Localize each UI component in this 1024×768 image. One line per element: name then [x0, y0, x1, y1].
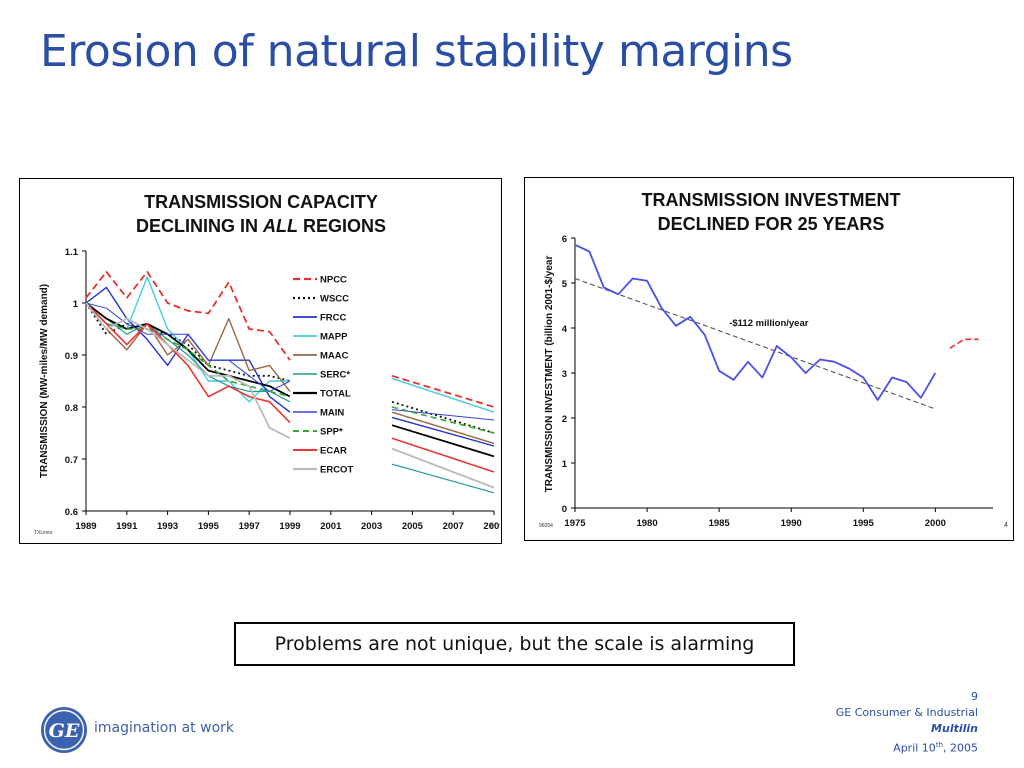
x-tick-label: 2001	[320, 521, 342, 532]
legend-label: ECAR	[320, 446, 347, 457]
x-tick-label: 1985	[709, 518, 731, 529]
y-tick-label: 5	[562, 279, 568, 290]
x-tick-label: 1995	[198, 521, 220, 532]
x-tick-label: 1980	[636, 518, 657, 529]
y-axis-label: TRANSMISSION INVESTMENT (billion 2001-$/…	[544, 256, 555, 493]
x-tick-label: 1990	[781, 518, 802, 529]
footer-date: April 10th, 2005	[836, 737, 978, 757]
chart-title-line1: TRANSMISSION CAPACITY	[144, 192, 378, 212]
x-tick-label: 1991	[116, 521, 138, 532]
projection-line-spp	[391, 406, 495, 434]
corner-label-left: TXLines	[34, 530, 53, 536]
projection-line-frcc	[391, 416, 495, 447]
y-tick-label: 0	[562, 504, 567, 515]
series-line-serc	[85, 302, 291, 403]
legend-label: NPCC	[320, 275, 347, 286]
title-part-pre: DECLINING IN	[136, 216, 263, 236]
x-tick-label: 1989	[75, 521, 96, 532]
ge-logo-text: GE	[49, 720, 80, 742]
slide-footer: 9 GE Consumer & Industrial Multilin Apri…	[836, 689, 978, 757]
chart-title-line2: DECLINED FOR 25 YEARS	[658, 214, 885, 234]
series-line-wscc	[85, 302, 291, 382]
x-tick-label: 2009	[483, 521, 500, 532]
projection-line-mapp	[391, 377, 495, 413]
y-tick-label: 1	[73, 299, 79, 310]
page-number: 9	[971, 690, 978, 703]
series-line-maac	[85, 302, 291, 392]
y-tick-label: 6	[562, 234, 567, 245]
legend-label: WSCC	[320, 294, 349, 305]
x-tick-label: 1975	[564, 518, 586, 529]
capacity-chart-svg: TRANSMISSION CAPACITY DECLINING IN ALL RE…	[34, 192, 500, 536]
ge-logo-icon: GE	[41, 707, 87, 753]
legend-label: FRCC	[320, 313, 347, 324]
corner-label-right: 4	[1004, 522, 1008, 529]
x-tick-label: 2000	[925, 518, 946, 529]
transmission-capacity-chart: TRANSMISSION CAPACITY DECLINING IN ALL RE…	[19, 178, 502, 544]
projection-line	[949, 338, 979, 349]
transmission-investment-chart: TRANSMISSION INVESTMENT DECLINED FOR 25 Y…	[524, 177, 1014, 541]
legend-label: SPP*	[320, 427, 343, 438]
title-part-post: REGIONS	[298, 216, 386, 236]
investment-chart-svg: TRANSMISSION INVESTMENT DECLINED FOR 25 Y…	[539, 190, 1008, 529]
projection-line-maac	[391, 411, 495, 445]
projection-line-ercot	[391, 447, 495, 489]
series-line-ercot	[85, 302, 291, 440]
y-tick-label: 4	[562, 324, 568, 335]
legend-label: ERCOT	[320, 465, 353, 476]
date-prefix: April 10	[893, 741, 936, 755]
callout-text: Problems are not unique, but the scale i…	[274, 633, 755, 655]
y-tick-label: 3	[562, 369, 567, 380]
slide-title: Erosion of natural stability margins	[40, 26, 793, 77]
callout-box: Problems are not unique, but the scale i…	[234, 622, 795, 666]
projection-line-ecar	[391, 437, 495, 473]
y-tick-label: 1	[562, 459, 568, 470]
x-tick-label: 1995	[853, 518, 875, 529]
ge-logo: GE	[40, 706, 88, 754]
series-line-main	[85, 302, 291, 392]
investment-series-line	[574, 243, 937, 401]
corner-label-left: 96054	[539, 523, 553, 529]
trend-annotation: -$112 million/year	[729, 318, 809, 329]
tagline: imagination at work	[94, 720, 234, 736]
projection-line-total	[391, 424, 495, 458]
chart-title-line1: TRANSMISSION INVESTMENT	[641, 190, 900, 210]
series-line-npcc	[85, 270, 291, 361]
x-tick-label: 1999	[279, 521, 300, 532]
legend-label: MAPP	[320, 332, 348, 343]
date-superscript: th	[935, 741, 943, 749]
brand-name: Multilin	[931, 722, 978, 735]
y-tick-label: 1.1	[65, 247, 79, 258]
y-tick-label: 0.8	[65, 403, 78, 414]
series-line-ecar	[85, 302, 291, 424]
trend-line	[574, 277, 936, 410]
title-part-emphasis: ALL	[262, 216, 298, 236]
company-name: GE Consumer & Industrial	[835, 706, 978, 719]
projection-line-main	[391, 409, 495, 421]
legend-label: MAAC	[320, 351, 349, 362]
y-tick-label: 2	[562, 414, 567, 425]
legend-label: MAIN	[320, 408, 344, 419]
x-tick-label: 2005	[402, 521, 424, 532]
x-tick-label: 1993	[157, 521, 178, 532]
chart-title-line2: DECLINING IN ALL REGIONS	[136, 216, 386, 236]
y-tick-label: 0.9	[65, 351, 78, 362]
x-tick-label: 2003	[361, 521, 382, 532]
corner-label-right: 6	[490, 524, 494, 531]
y-tick-label: 0.6	[65, 507, 78, 518]
projection-line-npcc	[391, 374, 495, 408]
x-tick-label: 2007	[443, 521, 464, 532]
y-tick-label: 0.7	[65, 455, 78, 466]
projection-line-serc	[391, 463, 495, 494]
x-tick-label: 1997	[239, 521, 260, 532]
series-line-spp	[85, 302, 291, 398]
series-line-total	[85, 302, 291, 398]
legend-label: SERC*	[320, 370, 350, 381]
legend-label: TOTAL	[320, 389, 351, 400]
y-axis-label: TRANSMISSION (MW-miles/MW demand)	[39, 284, 50, 478]
date-suffix: , 2005	[943, 741, 978, 755]
